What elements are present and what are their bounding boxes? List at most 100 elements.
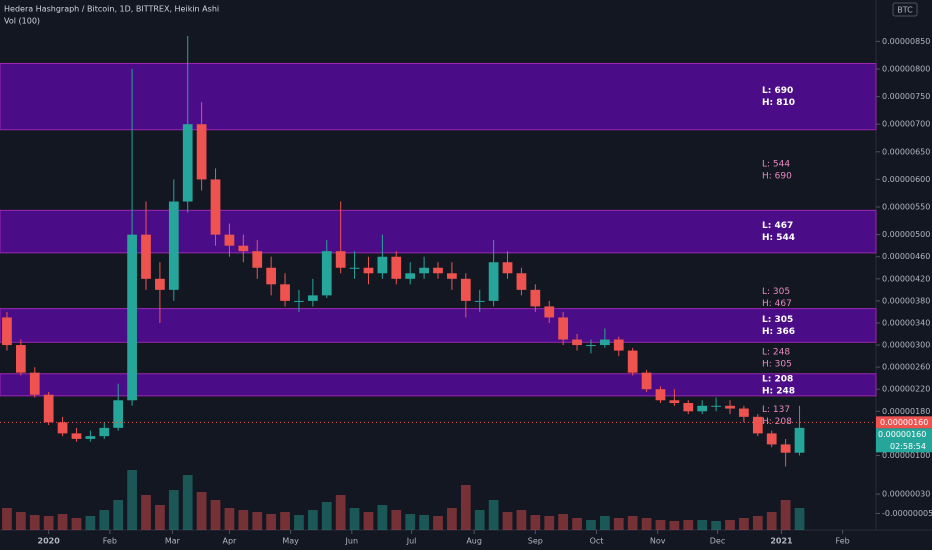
volume-bar xyxy=(697,520,708,530)
zone-label-low: L: 248 xyxy=(762,348,790,358)
candle-body xyxy=(419,267,429,274)
volume-bar xyxy=(141,495,151,530)
currency-badge[interactable] xyxy=(892,2,918,17)
zone xyxy=(0,308,877,343)
volume-bar xyxy=(558,514,569,530)
y-tick-label: 0.00000300 xyxy=(882,341,930,350)
volume-bar xyxy=(57,514,68,530)
x-tick-label: 2020 xyxy=(38,537,61,546)
candle-body xyxy=(294,300,304,302)
volume-bar xyxy=(155,505,165,530)
zone-label-low: L: 305 xyxy=(762,287,790,297)
candle-body xyxy=(349,267,360,269)
volume-bar xyxy=(252,512,263,530)
candle-body xyxy=(460,278,471,301)
candle-body xyxy=(210,179,221,235)
candle-body xyxy=(377,256,388,274)
candle-body xyxy=(71,433,82,439)
zone-label-low: L: 544 xyxy=(762,160,790,170)
volume-bar xyxy=(516,510,527,530)
y-tick-label: 0.00000420 xyxy=(882,274,930,283)
candle-body xyxy=(516,273,527,290)
volume-bar xyxy=(335,495,346,530)
volume-bar xyxy=(266,514,277,530)
x-tick-label: Nov xyxy=(650,537,666,546)
volume-bar xyxy=(488,500,499,530)
x-tick-label: Aug xyxy=(466,537,482,546)
volume-bar xyxy=(238,510,249,530)
y-tick-label: 0.00000460 xyxy=(882,252,930,261)
currency-label: BTC xyxy=(897,6,913,15)
zone-label-low: L: 208 xyxy=(762,374,793,384)
candle-body xyxy=(113,400,124,428)
chart-title: Hedera Hashgraph / Bitcoin, 1D, BITTREX,… xyxy=(4,5,219,14)
volume-bar xyxy=(627,516,638,530)
candle-body xyxy=(780,444,791,453)
x-tick-label: Jul xyxy=(406,537,417,546)
zone-label-high: H: 467 xyxy=(762,299,792,309)
x-tick-label: May xyxy=(282,537,299,546)
volume-bar xyxy=(363,512,374,530)
candle-body xyxy=(572,339,582,346)
volume-bar xyxy=(294,515,304,530)
y-tick-label: 0.00000700 xyxy=(882,120,930,129)
volume-bar xyxy=(599,516,610,530)
candle-body xyxy=(488,262,499,301)
candle-body xyxy=(655,389,666,401)
price-badge-label-2: 0.00000160 xyxy=(878,430,926,439)
volume-bar xyxy=(780,500,791,530)
candle-body xyxy=(252,251,263,268)
x-tick-label: Oct xyxy=(590,537,604,546)
candle-body xyxy=(794,427,805,453)
candle-body xyxy=(752,416,763,434)
zone-label-high: H: 544 xyxy=(762,233,795,243)
y-tick-label: 0.00000550 xyxy=(882,203,930,212)
volume-bar xyxy=(127,470,137,530)
volume-bar xyxy=(683,520,694,530)
volume-bar xyxy=(794,508,805,530)
volume-bar xyxy=(474,510,485,530)
candle-body xyxy=(641,372,652,390)
x-tick-label: Feb xyxy=(103,537,117,546)
volume-bar xyxy=(739,518,749,530)
candle-body xyxy=(766,433,777,445)
volume-bar xyxy=(530,515,541,530)
x-tick-label: 2021 xyxy=(770,537,793,546)
volume-bar xyxy=(307,510,318,530)
candle-body xyxy=(168,201,179,290)
zone-label-high: H: 208 xyxy=(762,417,792,427)
y-tick-label: 0.00000500 xyxy=(882,230,930,239)
candle-body xyxy=(363,267,374,274)
zone-label-high: H: 690 xyxy=(762,172,792,182)
volume-bar xyxy=(321,502,332,530)
countdown: 02:58:54 xyxy=(890,442,926,451)
candle-body xyxy=(502,262,513,274)
zone-label-high: H: 248 xyxy=(762,386,795,396)
volume-bar xyxy=(377,505,388,530)
price-badge xyxy=(876,416,932,429)
volume-bar xyxy=(391,510,402,530)
x-tick-label: Apr xyxy=(223,537,238,546)
volume-bar xyxy=(196,492,207,530)
candle-body xyxy=(182,124,193,202)
candle-body xyxy=(474,300,485,302)
candle-body xyxy=(725,405,735,409)
volume-bar xyxy=(85,516,96,530)
zone xyxy=(0,62,877,131)
zone-label-high: H: 305 xyxy=(762,360,792,370)
x-tick-label: Jun xyxy=(345,537,359,546)
volume-bar xyxy=(280,512,290,530)
y-tick-label: 0.00000750 xyxy=(882,92,930,101)
volume-title: Vol (100) xyxy=(4,17,40,26)
candle-body xyxy=(196,124,207,180)
candle-body xyxy=(586,345,596,347)
zone-label-low: L: 137 xyxy=(762,405,790,415)
candle-body xyxy=(683,403,694,412)
candle-body xyxy=(335,251,346,268)
candle-body xyxy=(155,278,165,290)
zone-label-high: H: 366 xyxy=(762,327,795,337)
candle-body xyxy=(141,234,151,279)
volume-bar xyxy=(641,518,652,530)
volume-bar xyxy=(752,516,763,530)
volume-bar xyxy=(460,485,471,530)
